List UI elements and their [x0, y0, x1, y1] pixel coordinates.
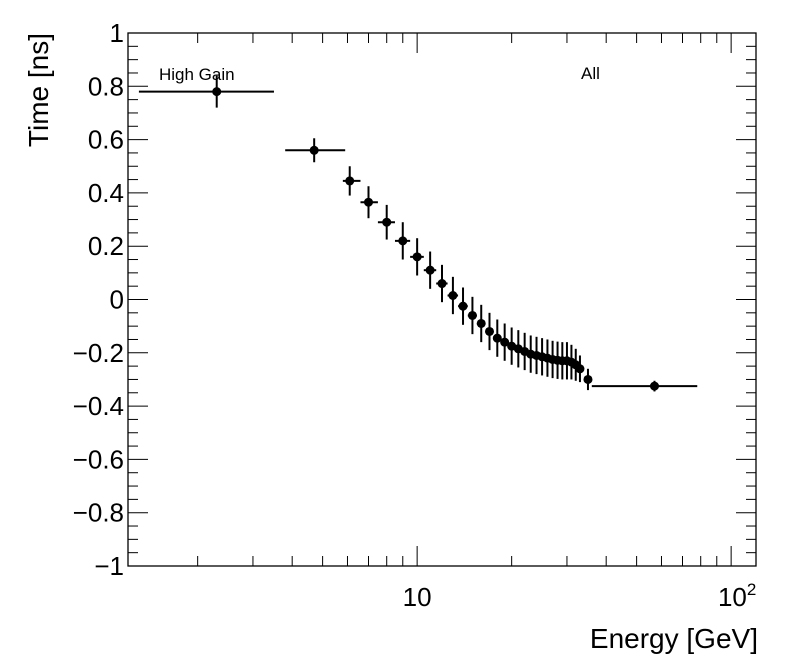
x-tick-label-100-base: 10 — [718, 582, 747, 612]
point-marker — [492, 333, 502, 343]
point-marker — [448, 291, 458, 301]
data-point — [492, 319, 502, 357]
point-marker — [309, 145, 319, 155]
plot-frame — [127, 32, 757, 567]
data-point — [360, 186, 378, 219]
y-tick-label: 0 — [110, 285, 124, 315]
point-marker — [467, 310, 477, 320]
point-marker — [382, 217, 392, 227]
y-tick-label: −1 — [94, 551, 124, 581]
x-axis-title: Energy [GeV] — [590, 623, 758, 654]
data-point — [394, 222, 411, 260]
data-point — [342, 166, 361, 196]
point-marker — [425, 265, 435, 275]
point-marker — [212, 87, 222, 97]
point-marker — [437, 279, 447, 289]
y-tick-label: 1 — [110, 18, 124, 48]
data-point — [458, 287, 468, 325]
x-tick-label-100-exponent: 2 — [747, 580, 756, 599]
data-point — [285, 138, 346, 163]
point-marker — [476, 318, 486, 328]
point-marker — [363, 197, 373, 207]
point-marker — [649, 381, 659, 391]
data-point — [575, 355, 585, 383]
point-marker — [398, 236, 408, 246]
y-axis-title: Time [ns] — [23, 33, 54, 147]
data-point — [447, 276, 459, 315]
data-point — [377, 204, 395, 240]
data-point — [591, 380, 698, 392]
point-marker — [345, 176, 355, 186]
y-axis-tick-labels: 1 0.8 0.6 0.4 0.2 0 −0.2 −0.4 −0.6 −0.8 −1 — [73, 18, 124, 581]
y-tick-label: −0.2 — [73, 338, 124, 368]
y-tick-label: −0.6 — [73, 444, 124, 474]
point-marker — [500, 337, 510, 347]
high-gain-label: High Gain — [159, 65, 235, 84]
data-point — [583, 368, 593, 391]
y-tick-label: −0.4 — [73, 391, 124, 421]
y-tick-label: 0.2 — [88, 231, 124, 261]
data-point — [476, 304, 486, 343]
y-tick-label: 0.4 — [88, 178, 124, 208]
y-tick-label: 0.6 — [88, 125, 124, 155]
y-tick-label: 0.8 — [88, 71, 124, 101]
data-point — [484, 312, 494, 351]
data-point — [467, 296, 477, 335]
point-marker — [458, 301, 468, 311]
x-axis-ticks — [197, 33, 732, 566]
data-point — [423, 251, 437, 289]
point-marker — [583, 374, 593, 384]
point-marker — [575, 364, 585, 374]
data-point — [436, 264, 448, 303]
all-label: All — [581, 64, 600, 83]
data-point — [500, 323, 510, 361]
x-axis-tick-labels: 10 102 — [403, 580, 757, 612]
x-tick-label-100: 102 — [718, 580, 756, 612]
data-point — [410, 238, 424, 276]
point-marker — [484, 326, 494, 336]
x-tick-label-10: 10 — [403, 582, 432, 612]
data-point — [138, 75, 274, 108]
data-points — [138, 75, 698, 392]
point-marker — [412, 252, 422, 262]
y-tick-label: −0.8 — [73, 498, 124, 528]
